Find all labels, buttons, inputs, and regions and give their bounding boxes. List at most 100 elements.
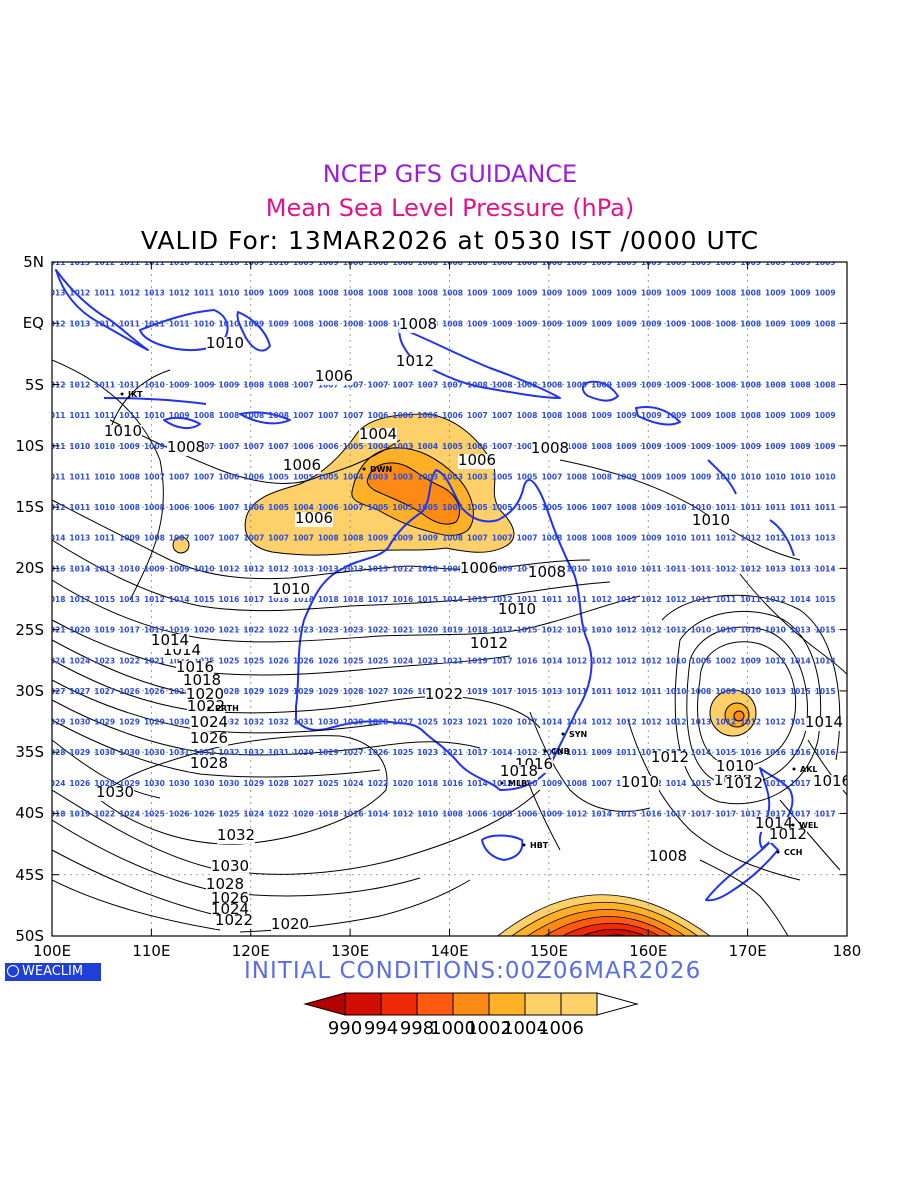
grid-value: 1028 bbox=[268, 779, 289, 788]
grid-value: 1009 bbox=[691, 258, 712, 267]
grid-value: 1022 bbox=[243, 626, 264, 635]
grid-value: 1011 bbox=[541, 595, 562, 604]
grid-value: 1008 bbox=[740, 381, 761, 390]
grid-value: 1010 bbox=[666, 534, 687, 543]
grid-value: 1010 bbox=[666, 687, 687, 696]
grid-value: 1008 bbox=[442, 809, 463, 818]
grid-value: 1007 bbox=[169, 472, 190, 481]
contour-label-bg bbox=[283, 459, 321, 474]
grid-value: 1006 bbox=[293, 442, 314, 451]
contour-label-bg bbox=[458, 454, 496, 469]
grid-value: 1009 bbox=[641, 503, 662, 512]
grid-value: 1011 bbox=[641, 564, 662, 573]
grid-value: 1011 bbox=[715, 595, 736, 604]
grid-value: 1008 bbox=[566, 442, 587, 451]
isobar bbox=[52, 719, 381, 778]
coastline bbox=[707, 459, 737, 495]
grid-value: 1027 bbox=[368, 687, 389, 696]
contour-label-bg bbox=[206, 878, 244, 893]
grid-value: 1012 bbox=[144, 595, 165, 604]
grid-value: 1016 bbox=[392, 595, 413, 604]
grid-value: 1008 bbox=[243, 381, 264, 390]
grid-value: 1009 bbox=[541, 289, 562, 298]
contour-label-bg bbox=[167, 441, 205, 456]
fill-1002 bbox=[366, 462, 460, 525]
grid-value: 1010 bbox=[691, 503, 712, 512]
grid-value: 1011 bbox=[69, 411, 90, 420]
grid-value: 1007 bbox=[268, 442, 289, 451]
grid-value: 1029 bbox=[45, 718, 66, 727]
grid-value: 1009 bbox=[641, 258, 662, 267]
grid-value: 1025 bbox=[417, 718, 438, 727]
grid-value: 1010 bbox=[517, 779, 538, 788]
grid-value: 1012 bbox=[740, 564, 761, 573]
grid-value: 1007 bbox=[368, 381, 389, 390]
grid-value: 1015 bbox=[790, 687, 811, 696]
grid-value: 1024 bbox=[243, 809, 264, 818]
contour-label-bg bbox=[500, 765, 538, 780]
lat-label: 10S bbox=[15, 436, 44, 455]
grid-value: 1009 bbox=[616, 381, 637, 390]
grid-value: 1019 bbox=[467, 687, 488, 696]
grid-value: 1011 bbox=[566, 595, 587, 604]
isobar bbox=[52, 879, 221, 931]
grid-value: 1014 bbox=[790, 656, 811, 665]
grid-value: 1016 bbox=[343, 809, 364, 818]
grid-value: 1014 bbox=[790, 595, 811, 604]
grid-value: 1009 bbox=[541, 809, 562, 818]
grid-value: 1011 bbox=[94, 319, 115, 328]
grid-value: 1018 bbox=[343, 595, 364, 604]
grid-value: 1024 bbox=[119, 809, 140, 818]
station-label: CCH bbox=[784, 848, 802, 857]
grid-value: 1006 bbox=[243, 472, 264, 481]
grid-value: 1009 bbox=[169, 564, 190, 573]
weaclim-logo[interactable]: WEACLIM bbox=[5, 963, 101, 981]
grid-value: 1008 bbox=[566, 779, 587, 788]
grid-value: 1024 bbox=[392, 656, 413, 665]
grid-value: 1011 bbox=[691, 564, 712, 573]
grid-value: 1022 bbox=[268, 809, 289, 818]
grid-value: 1013 bbox=[765, 687, 786, 696]
grid-value: 1012 bbox=[392, 809, 413, 818]
grid-value: 1005 bbox=[293, 472, 314, 481]
grid-value: 1011 bbox=[666, 564, 687, 573]
grid-value: 1015 bbox=[94, 595, 115, 604]
grid-value: 1015 bbox=[715, 748, 736, 757]
grid-value: 1009 bbox=[765, 289, 786, 298]
lat-label: 5N bbox=[23, 253, 44, 271]
grid-value: 1007 bbox=[243, 534, 264, 543]
grid-value: 1008 bbox=[293, 319, 314, 328]
grid-value: 1016 bbox=[790, 748, 811, 757]
grid-value: 1030 bbox=[119, 748, 140, 757]
grid-value: 1013 bbox=[368, 564, 389, 573]
contour-label-bg bbox=[399, 318, 437, 333]
contour-label-bg bbox=[528, 566, 566, 581]
grid-value: 1006 bbox=[566, 503, 587, 512]
grid-value: 1011 bbox=[641, 687, 662, 696]
grid-value: 1004 bbox=[417, 442, 438, 451]
grid-value: 1014 bbox=[492, 748, 513, 757]
grid-value: 1024 bbox=[45, 779, 66, 788]
grid-value: 1017 bbox=[740, 809, 761, 818]
grid-value: 1023 bbox=[318, 626, 339, 635]
grid-value: 1013 bbox=[69, 319, 90, 328]
grid-value: 1030 bbox=[69, 718, 90, 727]
grid-value: 1010 bbox=[616, 564, 637, 573]
grid-value: 1004 bbox=[343, 472, 364, 481]
grid-value: 1013 bbox=[45, 289, 66, 298]
grid-value: 1018 bbox=[45, 595, 66, 604]
grid-value: 1008 bbox=[119, 472, 140, 481]
grid-value: 1010 bbox=[591, 626, 612, 635]
grid-value: 1018 bbox=[417, 779, 438, 788]
contour-label-bg bbox=[651, 751, 689, 766]
grid-value: 1007 bbox=[194, 534, 215, 543]
station-label: JKT bbox=[127, 390, 143, 399]
grid-value: 1029 bbox=[119, 779, 140, 788]
contour-label: 1022 bbox=[215, 911, 253, 929]
grid-value: 1009 bbox=[616, 258, 637, 267]
grid-value: 1032 bbox=[218, 748, 239, 757]
isobar bbox=[52, 539, 611, 612]
grid-value: 1012 bbox=[566, 809, 587, 818]
contour-label-bg bbox=[96, 786, 134, 801]
grid-value: 1011 bbox=[765, 503, 786, 512]
